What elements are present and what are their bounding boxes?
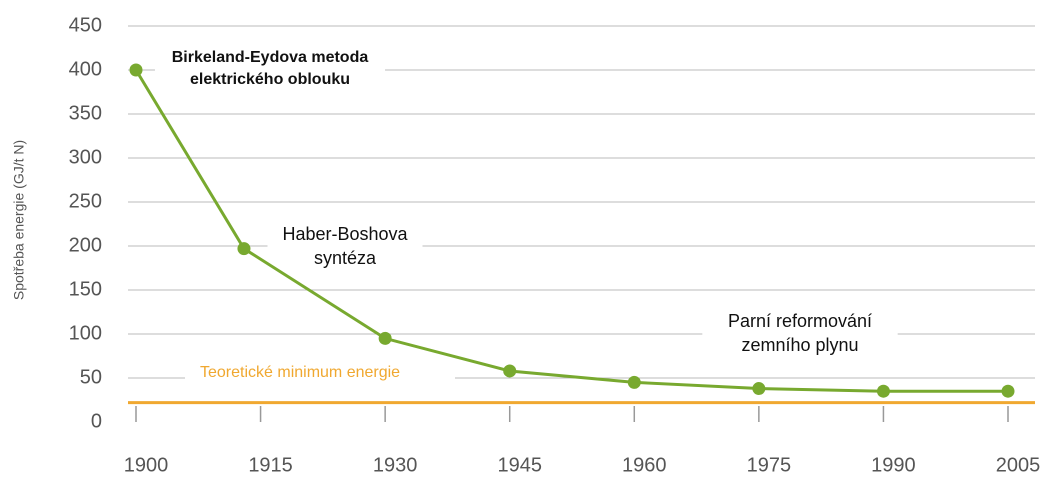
x-tick-label: 1960 (622, 454, 667, 476)
x-tick-label: 1930 (373, 454, 418, 476)
reference-label: Teoretické minimum energie (200, 364, 400, 381)
y-tick-label: 350 (69, 102, 102, 124)
y-tick-label: 400 (69, 58, 102, 80)
series-line (134, 69, 1008, 393)
annotation-bg (702, 303, 898, 361)
annotation: syntéza (314, 248, 377, 268)
x-tick-label: 1900 (124, 454, 169, 476)
annotation: zemního plynu (741, 335, 858, 355)
data-point (627, 375, 641, 389)
data-point (237, 242, 251, 256)
y-tick-label: 250 (69, 190, 102, 212)
x-tick-label: 1915 (248, 454, 293, 476)
data-point (503, 364, 517, 378)
y-tick-label: 100 (69, 322, 102, 344)
y-tick-label: 150 (69, 278, 102, 300)
y-tick-label: 200 (69, 234, 102, 256)
y-tick-label: 0 (91, 410, 102, 432)
y-axis-label: Spotřeba energie (GJ/t N) (11, 140, 27, 300)
annotation: Birkeland-Eydova metoda (172, 49, 369, 66)
annotation: elektrického oblouku (190, 71, 350, 88)
annotation-bg (154, 40, 386, 94)
x-tick-label: 1990 (871, 454, 916, 476)
data-point (752, 382, 766, 396)
data-point (1001, 384, 1015, 398)
data-point (876, 384, 890, 398)
y-tick-label: 450 (69, 14, 102, 36)
y-tick-label: 300 (69, 146, 102, 168)
x-tick-label: 2005 (996, 454, 1041, 476)
label-bg (185, 358, 455, 385)
y-tick-label: 50 (80, 366, 102, 388)
annotation: Parní reformování (728, 311, 872, 331)
data-point (129, 63, 143, 77)
x-tick-label: 1945 (497, 454, 542, 476)
annotation-bg (267, 216, 423, 274)
x-tick-label: 1975 (747, 454, 792, 476)
data-point (378, 331, 392, 345)
annotation: Haber-Boshova (282, 224, 408, 244)
